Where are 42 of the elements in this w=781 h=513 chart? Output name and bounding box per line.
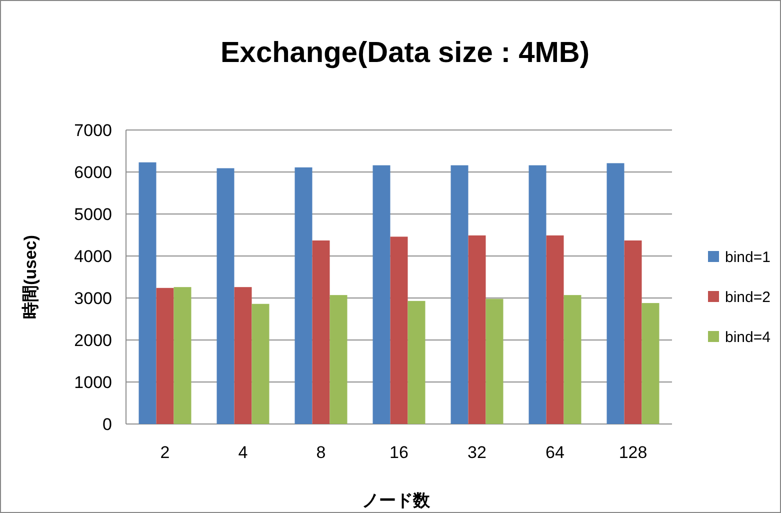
bar (294, 167, 312, 424)
y-tick-label: 5000 (74, 205, 112, 224)
y-tick-label: 7000 (74, 121, 112, 140)
bar (216, 168, 234, 424)
bar (642, 303, 660, 424)
bar (372, 165, 390, 424)
bar (156, 288, 174, 424)
x-tick-label: 8 (316, 443, 326, 462)
x-tick-label: 16 (390, 443, 408, 462)
bar (450, 165, 468, 424)
bar (252, 304, 270, 424)
bar (528, 165, 546, 424)
y-tick-label: 3000 (74, 289, 112, 308)
bar (606, 163, 624, 424)
y-axis-title: 時間(usec) (21, 234, 40, 320)
x-tick-label: 64 (546, 443, 564, 462)
bar (330, 295, 348, 424)
bar (564, 295, 582, 424)
bar (312, 240, 330, 424)
y-tick-label: 6000 (74, 163, 112, 182)
x-tick-label: 4 (238, 443, 248, 462)
y-tick-label: 0 (102, 415, 112, 434)
bar (624, 240, 642, 424)
bar (390, 236, 408, 424)
chart-title: Exchange(Data size : 4MB) (220, 37, 590, 69)
x-tick-label: 32 (468, 443, 486, 462)
bar (486, 298, 504, 424)
bar (138, 162, 156, 424)
bar (234, 287, 252, 424)
x-axis-title: ノード数 (362, 491, 431, 510)
legend-label: bind=4 (725, 329, 770, 346)
bar (546, 235, 564, 424)
y-tick-label: 1000 (74, 373, 112, 392)
x-tick-label: 2 (160, 443, 170, 462)
y-tick-label: 4000 (74, 247, 112, 266)
legend-label: bind=2 (725, 289, 770, 306)
bar (408, 300, 426, 424)
bar (468, 235, 486, 424)
bar (174, 287, 192, 424)
legend-label: bind=1 (725, 249, 770, 266)
x-tick-label: 128 (618, 443, 648, 462)
y-tick-label: 2000 (74, 331, 112, 350)
